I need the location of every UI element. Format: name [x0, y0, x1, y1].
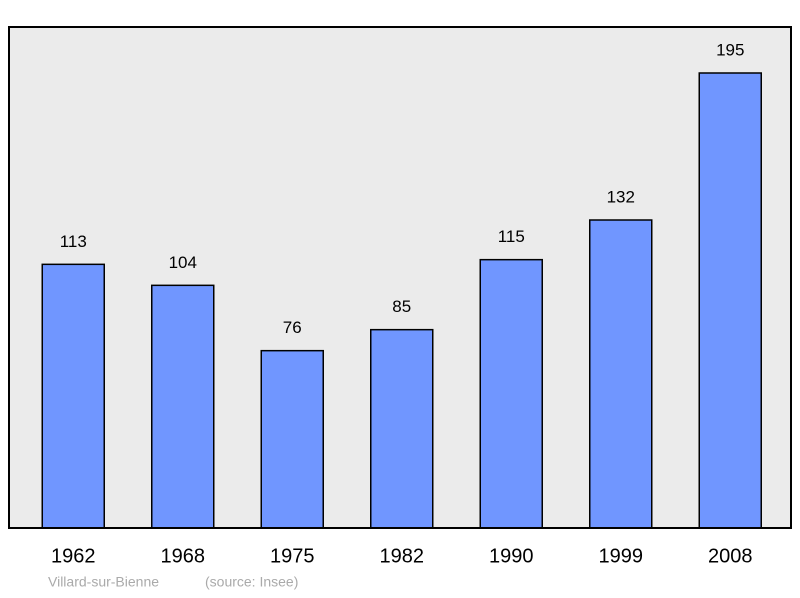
- value-label: 85: [392, 297, 411, 316]
- bar: [370, 328, 434, 529]
- value-label: 115: [498, 227, 525, 246]
- value-label: 132: [607, 187, 635, 206]
- source: (source: Insee): [205, 574, 298, 590]
- caption: Villard-sur-Bienne: [48, 574, 159, 590]
- bar: [479, 258, 543, 529]
- x-tick-label: 1968: [161, 545, 206, 567]
- bar: [260, 349, 324, 529]
- x-tick-label: 2008: [708, 545, 753, 567]
- x-tick-label: 1975: [270, 545, 315, 567]
- value-label: 76: [283, 318, 302, 337]
- plot-area: [8, 26, 792, 529]
- value-label: 113: [60, 232, 87, 251]
- x-tick-label: 1990: [489, 545, 534, 567]
- value-label: 104: [169, 253, 197, 272]
- bar: [589, 219, 653, 529]
- value-label: 195: [716, 40, 744, 59]
- x-tick-label: 1982: [380, 545, 425, 567]
- x-tick-label: 1999: [599, 545, 644, 567]
- bar: [698, 72, 762, 529]
- bar: [151, 284, 215, 529]
- bar: [41, 263, 105, 529]
- x-tick-label: 1962: [51, 545, 96, 567]
